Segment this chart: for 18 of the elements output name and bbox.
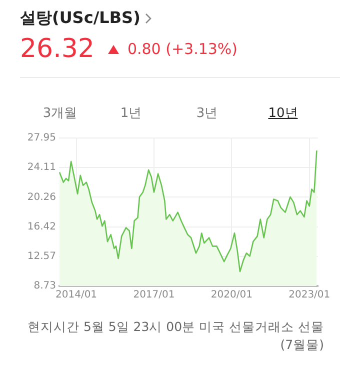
text: 3개월 — [42, 105, 78, 122]
text: 0.80 (+3.13%) — [127, 40, 238, 58]
x-tick-label: 2014/01 — [55, 290, 98, 301]
x-tick-label: 2023/01 — [288, 290, 330, 301]
y-tick-label: 20.26 — [27, 192, 56, 203]
y-tick-label: 24.11 — [27, 162, 56, 174]
x-tick-label: 2017/01 — [133, 290, 175, 301]
chart-title: 설탕(USc/LBS) — [20, 8, 140, 29]
y-tick-label: 16.42 — [27, 221, 56, 232]
text: 10년 — [267, 105, 299, 122]
y-tick-label: 12.57 — [27, 251, 56, 262]
chart-subtitle: 26.32 — [20, 34, 94, 64]
text: 현지시간 5월 5일 23시 00분 미국 선물거래소 선물(7월물) — [26, 318, 324, 354]
x-tick-label: 2020/01 — [210, 290, 252, 301]
text: 1년 — [119, 105, 143, 122]
text: 3년 — [195, 105, 219, 122]
y-tick-label: 8.73 — [34, 280, 56, 292]
y-tick-label: 27.95 — [27, 132, 56, 144]
